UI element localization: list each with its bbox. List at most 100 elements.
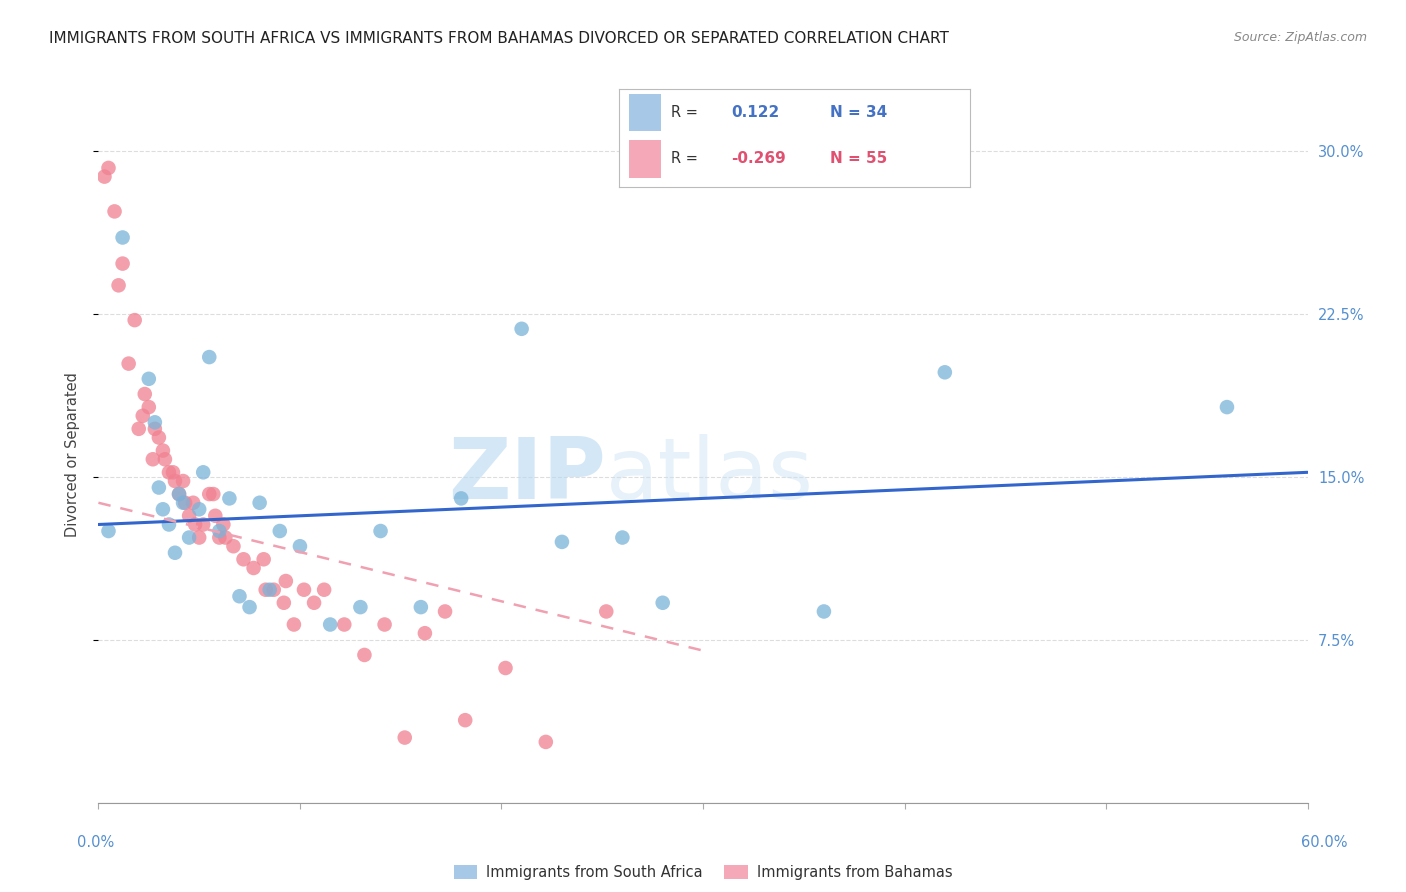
Point [188,531,211,545]
Point [239,600,262,615]
Point [314,582,336,597]
Point [172,474,194,488]
Text: N = 34: N = 34 [830,105,887,120]
Point [193,466,215,480]
Point [152,443,174,458]
Point [148,481,170,495]
Point [274,574,297,588]
Point [288,539,311,553]
Point [124,313,146,327]
Point [349,600,371,615]
Point [283,617,305,632]
Legend: Immigrants from South Africa, Immigrants from Bahamas: Immigrants from South Africa, Immigrants… [449,859,957,886]
Point [188,502,211,516]
Point [107,278,129,293]
Point [1216,400,1239,414]
Point [214,531,236,545]
Point [132,409,155,423]
Point [157,466,180,480]
Text: IMMIGRANTS FROM SOUTH AFRICA VS IMMIGRANTS FROM BAHAMAS DIVORCED OR SEPARATED CO: IMMIGRANTS FROM SOUTH AFRICA VS IMMIGRAN… [49,31,949,46]
Text: 60.0%: 60.0% [1301,836,1348,850]
Point [813,605,835,619]
Point [263,582,285,597]
Text: R =: R = [672,105,699,120]
Point [595,605,617,619]
Point [253,552,276,566]
Point [534,735,557,749]
Point [212,517,235,532]
Point [208,524,231,538]
Point [202,487,225,501]
Point [495,661,517,675]
Point [370,524,392,538]
Point [208,531,231,545]
Point [319,617,342,632]
Point [413,626,436,640]
Point [551,535,574,549]
Point [181,496,204,510]
Point [103,204,125,219]
Text: Source: ZipAtlas.com: Source: ZipAtlas.com [1233,31,1367,45]
Point [450,491,472,506]
Point [128,422,150,436]
Point [152,502,174,516]
Point [138,372,160,386]
Point [409,600,432,615]
Point [612,531,634,545]
Y-axis label: Divorced or Separated: Divorced or Separated [65,373,80,537]
Point [651,596,673,610]
Point [254,582,277,597]
Point [179,531,201,545]
Point [454,713,477,727]
Point [157,517,180,532]
Point [167,487,190,501]
Point [93,169,115,184]
Point [242,561,264,575]
Point [97,161,120,175]
Point [353,648,375,662]
Text: -0.269: -0.269 [731,152,786,167]
Point [228,589,250,603]
Point [302,596,325,610]
Point [434,605,457,619]
Point [163,546,186,560]
Point [142,452,165,467]
Point [138,400,160,414]
Point [172,496,194,510]
Point [510,322,533,336]
Point [259,582,281,597]
Point [162,466,184,480]
Point [222,539,245,553]
Point [193,517,215,532]
Point [249,496,271,510]
Point [163,474,186,488]
Point [143,415,166,429]
Point [292,582,315,597]
Point [184,517,207,532]
Text: R =: R = [672,152,699,167]
Point [269,524,291,538]
Point [374,617,396,632]
Point [232,552,254,566]
Point [118,357,141,371]
Text: ZIP: ZIP [449,434,606,517]
Point [273,596,295,610]
Bar [630,140,661,178]
Bar [630,94,661,131]
Point [934,365,956,379]
Point [97,524,120,538]
Point [179,508,201,523]
Text: 0.0%: 0.0% [77,836,114,850]
Point [148,431,170,445]
Point [204,508,226,523]
Point [198,350,221,364]
Text: N = 55: N = 55 [830,152,887,167]
Point [134,387,156,401]
Point [143,422,166,436]
Text: atlas: atlas [606,434,814,517]
Point [394,731,416,745]
Point [198,487,221,501]
Point [153,452,176,467]
Point [218,491,240,506]
Point [174,496,197,510]
